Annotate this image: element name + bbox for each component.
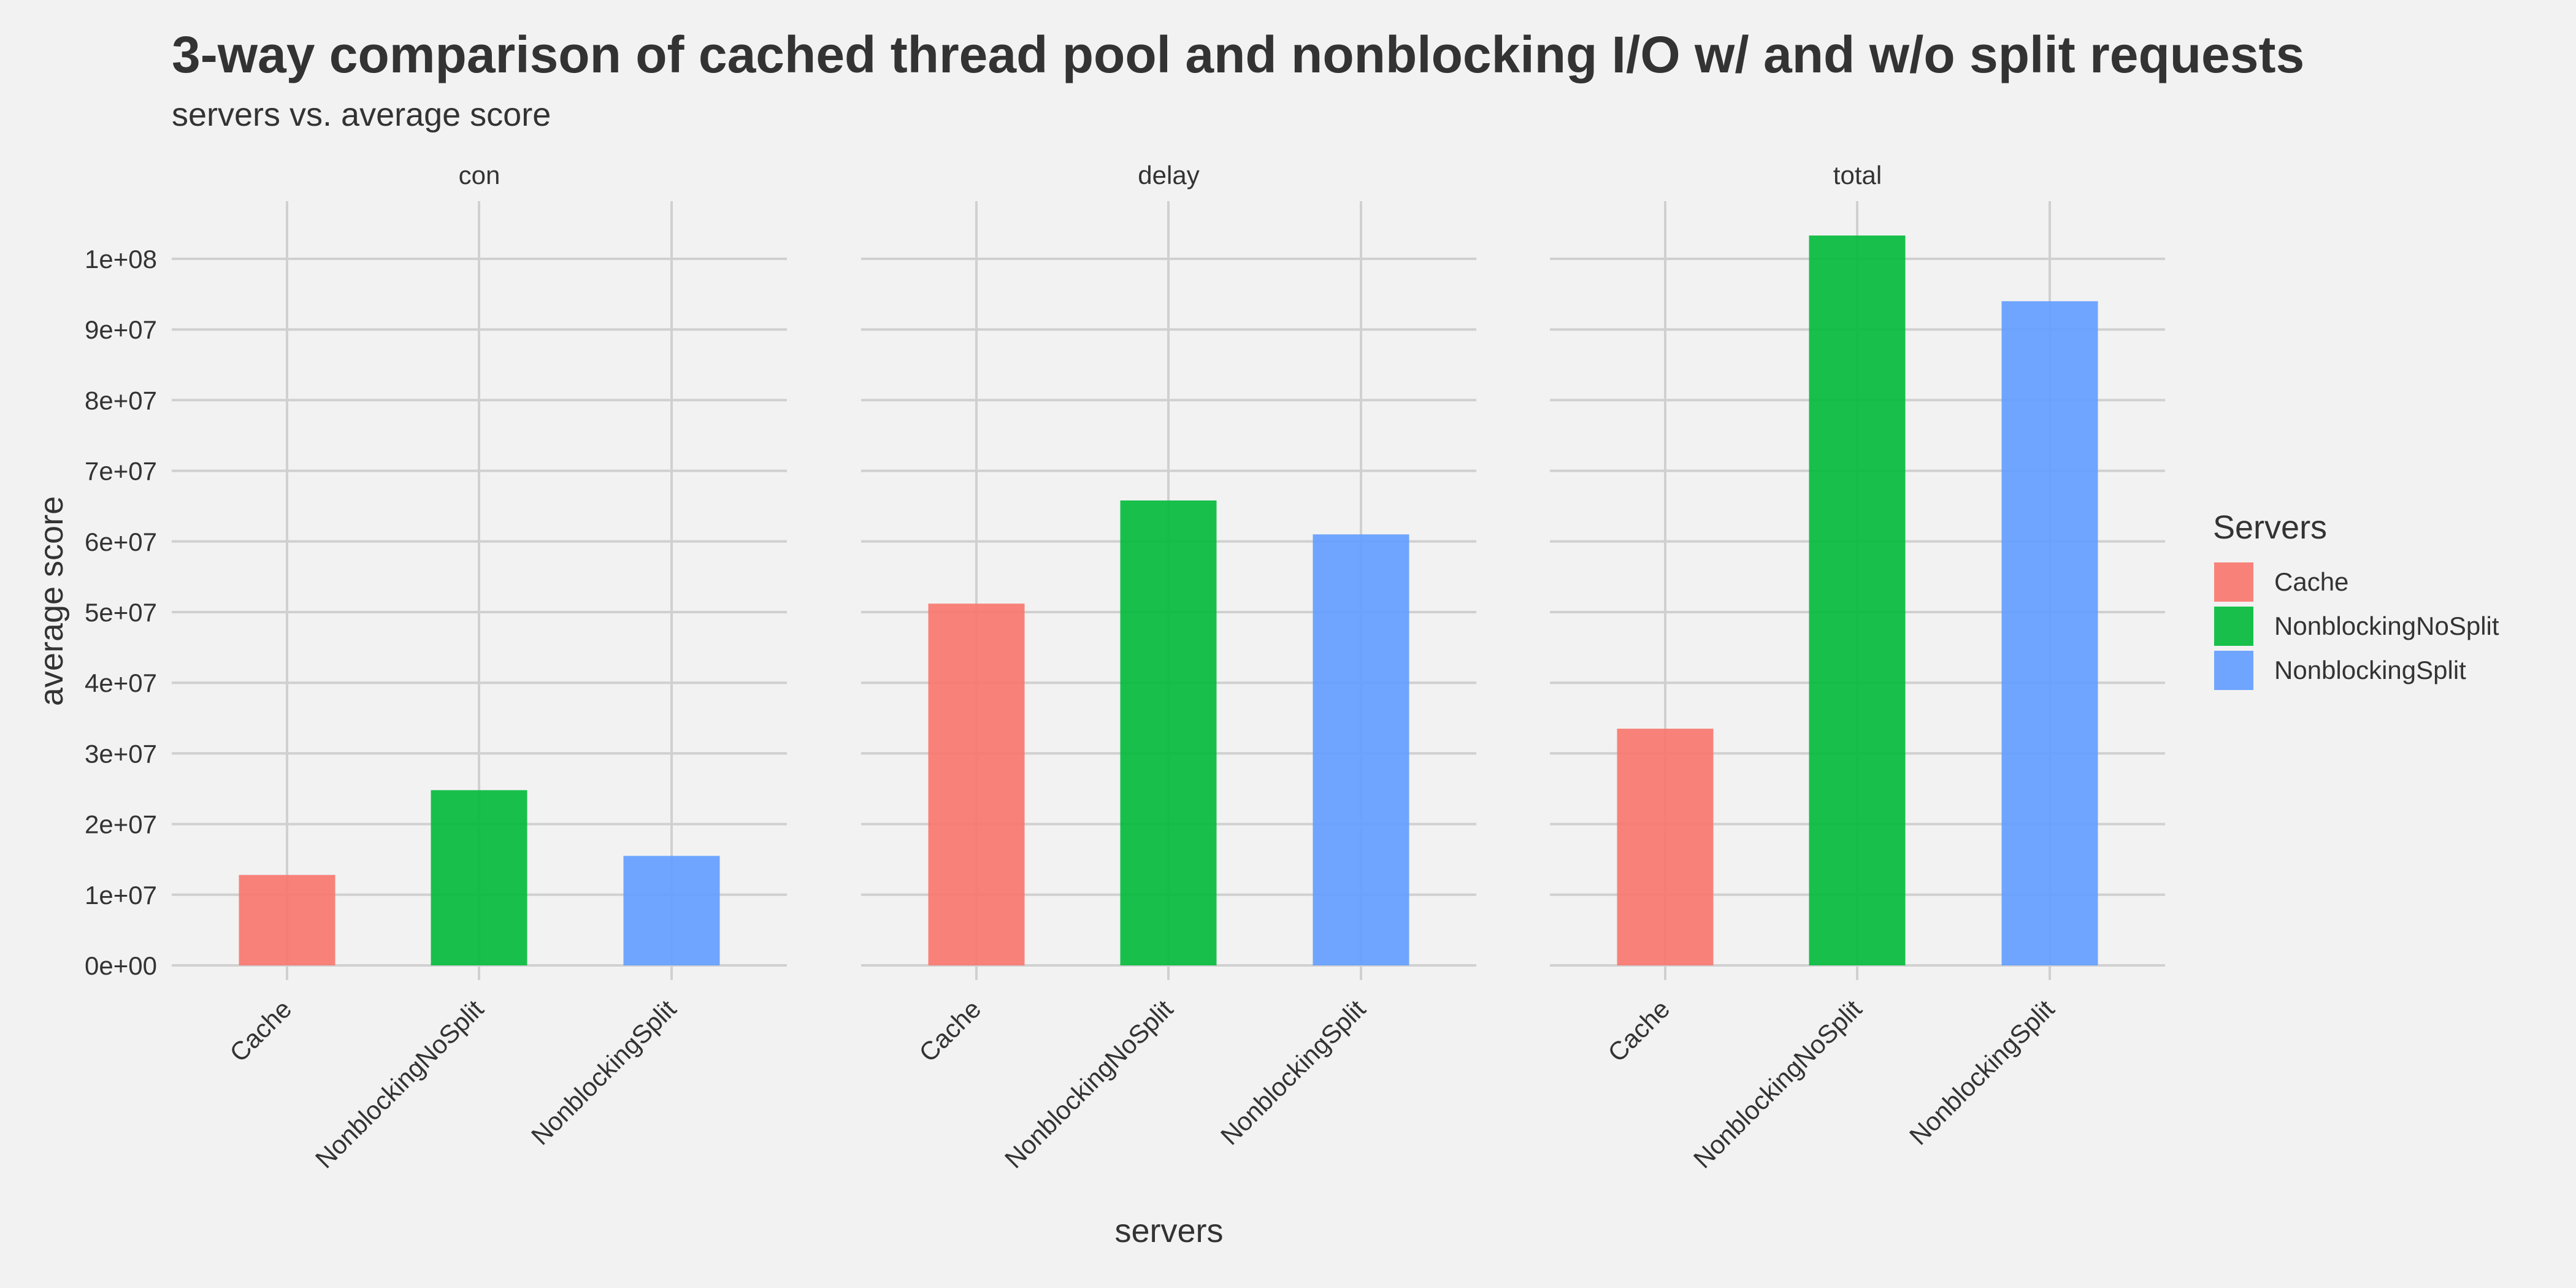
y-tick-label: 6e+07 bbox=[85, 527, 157, 556]
x-tick-label: NonblockingSplit bbox=[1904, 994, 2060, 1151]
y-tick-label: 2e+07 bbox=[85, 810, 157, 839]
legend-label-NonblockingNoSplit: NonblockingNoSplit bbox=[2274, 611, 2499, 640]
facet-label: delay bbox=[1138, 161, 1199, 190]
y-tick-label: 3e+07 bbox=[85, 739, 157, 768]
y-tick-label: 0e+00 bbox=[85, 951, 157, 980]
y-tick-label: 1e+07 bbox=[85, 881, 157, 910]
bar-con-Cache bbox=[239, 875, 335, 965]
x-tick-label: NonblockingNoSplit bbox=[999, 994, 1179, 1174]
bar-delay-NonblockingNoSplit bbox=[1120, 500, 1217, 965]
facet-label: total bbox=[1833, 161, 1882, 190]
facet-panel-total: total Cache NonblockingNoSplit NonblockingS… bbox=[1550, 161, 2165, 1174]
y-tick-label: 1e+08 bbox=[85, 245, 157, 274]
bar-delay-Cache bbox=[928, 604, 1025, 965]
chart-title: 3-way comparison of cached thread pool a… bbox=[172, 26, 2304, 83]
bar-total-Cache bbox=[1617, 729, 1714, 965]
y-tick-label: 4e+07 bbox=[85, 669, 157, 697]
y-tick-label: 9e+07 bbox=[85, 315, 157, 344]
legend-label-NonblockingSplit: NonblockingSplit bbox=[2274, 656, 2466, 684]
bar-con-NonblockingNoSplit bbox=[431, 790, 527, 965]
x-tick-label: NonblockingSplit bbox=[1215, 994, 1371, 1151]
legend-title: Servers bbox=[2213, 509, 2327, 546]
y-tick-label: 8e+07 bbox=[85, 386, 157, 415]
legend-swatch-NonblockingSplit bbox=[2214, 651, 2253, 690]
x-axis-title: servers bbox=[1114, 1213, 1223, 1249]
x-tick-label: NonblockingNoSplit bbox=[1688, 994, 1868, 1174]
legend-swatch-Cache bbox=[2214, 562, 2253, 602]
y-tick-label: 7e+07 bbox=[85, 457, 157, 486]
x-tick-label: Cache bbox=[913, 994, 986, 1067]
y-tick-label: 5e+07 bbox=[85, 598, 157, 627]
bar-total-NonblockingSplit bbox=[2001, 301, 2098, 965]
y-axis-title: average score bbox=[33, 496, 70, 706]
facet-panel-con: con Cache NonblockingNoSplit NonblockingSpl… bbox=[172, 161, 787, 1174]
x-tick-label: NonblockingSplit bbox=[526, 994, 682, 1151]
y-tick-labels: 0e+00 1e+07 2e+07 3e+07 4e+07 5e+07 6e+07 7e+07… bbox=[85, 245, 157, 980]
facet-panel-delay: delay Cache NonblockingNoSplit NonblockingS… bbox=[861, 161, 1476, 1174]
x-tick-label: NonblockingNoSplit bbox=[310, 994, 489, 1174]
legend-label-Cache: Cache bbox=[2274, 567, 2348, 596]
legend: Servers Cache NonblockingNoSplit Nonblocki… bbox=[2213, 509, 2499, 690]
facet-label: con bbox=[459, 161, 500, 190]
bar-con-NonblockingSplit bbox=[623, 856, 720, 965]
bar-delay-NonblockingSplit bbox=[1313, 534, 1409, 965]
chart-subtitle: servers vs. average score bbox=[172, 96, 551, 133]
legend-swatch-NonblockingNoSplit bbox=[2214, 607, 2253, 646]
bar-total-NonblockingNoSplit bbox=[1809, 235, 1906, 965]
x-tick-label: Cache bbox=[1602, 994, 1675, 1067]
x-tick-label: Cache bbox=[224, 994, 297, 1067]
